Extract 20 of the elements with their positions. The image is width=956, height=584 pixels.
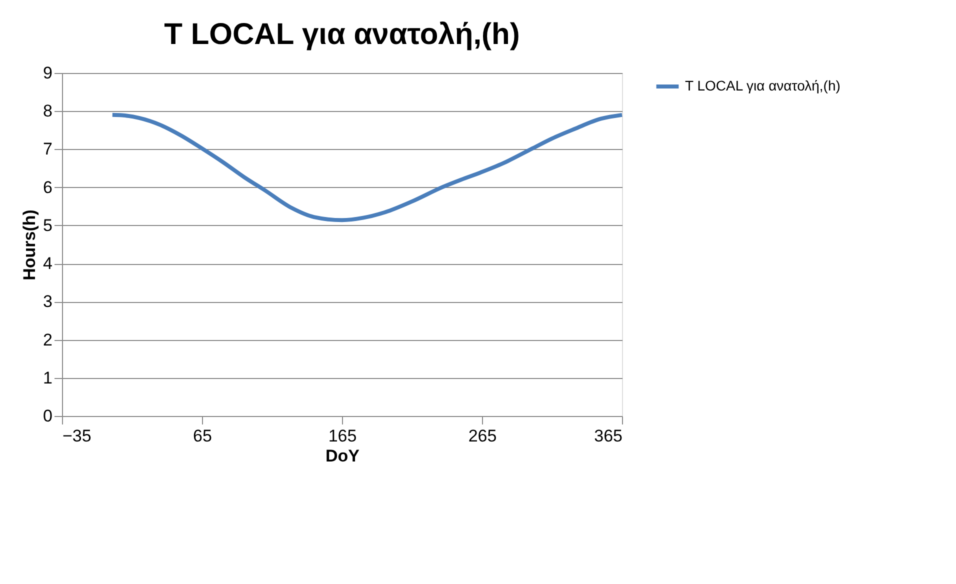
x-tick-label: 265 xyxy=(468,426,497,446)
x-axis-title: DoY xyxy=(326,446,360,466)
y-axis-title: Hours(h) xyxy=(20,210,40,280)
y-tick-label: 0 xyxy=(43,406,52,426)
y-tick-label: 3 xyxy=(43,292,52,312)
y-tick-label: 8 xyxy=(43,102,52,121)
x-tick-label: 365 xyxy=(594,426,622,446)
y-tick-label: 7 xyxy=(43,140,52,159)
x-tick-label: −35 xyxy=(62,426,92,446)
y-tick-label: 1 xyxy=(43,368,52,388)
chart-title: T LOCAL για ανατολή,(h) xyxy=(164,18,520,51)
y-tick-label: 4 xyxy=(43,254,52,274)
x-tick-label: 65 xyxy=(193,426,212,446)
y-tick-label: 5 xyxy=(43,216,52,235)
x-tick-label: 165 xyxy=(328,426,357,446)
y-tick-label: 2 xyxy=(43,330,52,350)
legend-label: T LOCAL για ανατολή,(h) xyxy=(685,78,840,94)
y-tick-label: 6 xyxy=(43,178,52,197)
y-tick-label: 9 xyxy=(43,64,52,82)
line-series xyxy=(110,112,624,222)
